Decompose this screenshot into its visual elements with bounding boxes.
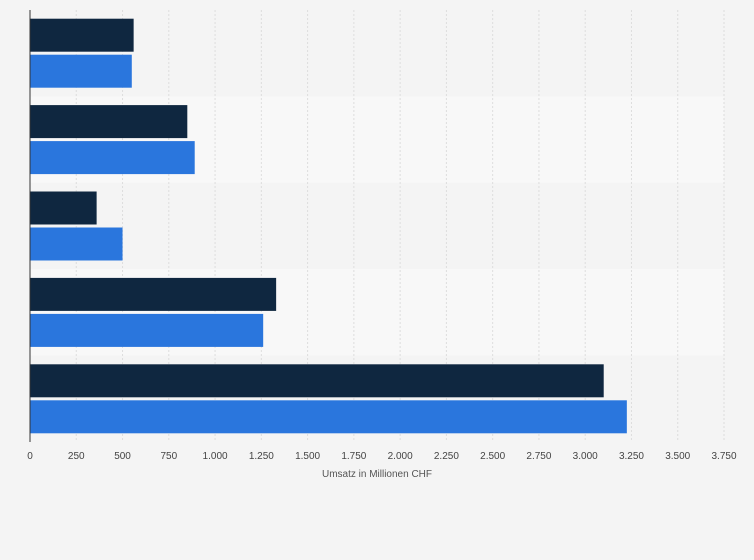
x-tick-label: 3.000 [573, 451, 598, 462]
x-tick-label: 1.500 [295, 451, 320, 462]
category-band [30, 10, 724, 97]
x-tick-label: 2.750 [526, 451, 551, 462]
bar-series-2 [30, 141, 195, 175]
x-tick-label: 3.750 [711, 451, 736, 462]
bar-series-2 [30, 400, 627, 434]
x-tick-label: 3.500 [665, 451, 690, 462]
x-tick-label: 3.250 [619, 451, 644, 462]
x-tick-label: 2.250 [434, 451, 459, 462]
x-tick-label: 2.500 [480, 451, 505, 462]
x-tick-label: 250 [68, 451, 85, 462]
x-tick-label: 2.000 [388, 451, 413, 462]
bar-series-2 [30, 54, 132, 88]
x-axis-tick-labels: 0 250 500 750 1.000 1.250 1.500 1.750 2.000 2.250… [27, 451, 737, 462]
x-tick-label: 750 [160, 451, 177, 462]
x-tick-label: 1.750 [341, 451, 366, 462]
x-tick-label: 500 [114, 451, 131, 462]
bar-series-1 [30, 364, 604, 398]
bars [30, 18, 627, 434]
x-tick-label: 1.000 [203, 451, 228, 462]
category-band [30, 182, 724, 270]
bar-series-2 [30, 313, 264, 347]
bar-series-1 [30, 277, 277, 311]
bar-series-1 [30, 191, 97, 225]
bar-series-1 [30, 18, 134, 52]
x-tick-label: 1.250 [249, 451, 274, 462]
x-tick-label: 0 [27, 451, 33, 462]
bar-series-1 [30, 105, 188, 139]
x-axis-title: Umsatz in Millionen CHF [322, 469, 432, 480]
bar-series-2 [30, 227, 123, 261]
